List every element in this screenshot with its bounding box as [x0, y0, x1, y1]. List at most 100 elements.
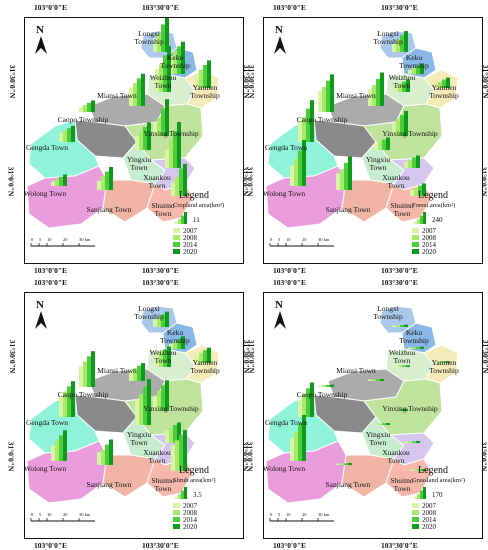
bar-chart-longxi-township — [153, 18, 169, 52]
bar-chart-longxi-township — [392, 324, 408, 327]
legend-swatch-2008 — [173, 510, 180, 515]
town-label-wolong-town: Wolong Town — [25, 189, 66, 198]
bar-xuankou-town-2020 — [177, 122, 181, 168]
bar-keku-township-2007 — [408, 347, 412, 349]
bar-yingxiu-town-2014 — [143, 386, 147, 425]
legend-year-2007: 2007 — [183, 227, 198, 235]
legend-sample-bar — [178, 494, 181, 499]
town-label-weizhou-town: Weizhou Town — [389, 348, 416, 365]
bar-chart-yinxing-township — [153, 380, 169, 411]
legend-swatch-2007 — [412, 228, 419, 233]
legend-sample-bar — [184, 212, 187, 224]
lon-label-bottom-right: 103°30'0"E — [381, 266, 418, 275]
bar-gengda-town-2007 — [298, 399, 302, 417]
legend-year-2007: 2007 — [422, 227, 437, 235]
bar-miansi-town-2014 — [376, 379, 380, 381]
legend-year-2007: 2007 — [422, 502, 437, 510]
bar-yingxiu-town-2008 — [139, 131, 143, 150]
legend-year-2020: 2020 — [183, 523, 198, 531]
bar-gengda-town-2007 — [59, 132, 63, 142]
bar-shuimo-town-2007 — [410, 189, 414, 196]
town-label-longxi-township: Longxi Township — [134, 304, 164, 321]
legend-value: 11 — [193, 216, 200, 224]
legend-title: Legend — [418, 190, 448, 201]
legend-year-2008: 2008 — [422, 234, 437, 242]
bar-xuankou-town-2007 — [404, 161, 408, 168]
bar-chart-miansi-town — [129, 363, 145, 381]
bar-shuimo-town-2007 — [410, 469, 414, 471]
scale-tick-label: 5 — [39, 237, 42, 242]
town-label-yanmen-township: Yanmen Township — [190, 358, 220, 375]
bar-miansi-town-2020 — [380, 378, 384, 381]
map-svg: N Longxi Township Keku Township Weizhou Town Ya… — [264, 299, 465, 531]
scale-tick-label: 5 — [278, 512, 281, 517]
legend-year-2007: 2007 — [183, 502, 198, 510]
bar-keku-township-2020 — [181, 336, 185, 349]
town-label-yingxiu-town: Yingxiu Town — [366, 430, 390, 447]
bar-keku-township-2020 — [420, 346, 424, 349]
lon-label-bottom-left: 103°0'0"E — [34, 266, 67, 275]
bar-chart-yanmen-township — [195, 60, 211, 88]
bar-keku-township-2014 — [177, 338, 181, 349]
town-label-caopo-township: Caopo Township — [58, 115, 109, 124]
bar-miansi-town-2008 — [133, 368, 137, 381]
lat-label-left-top: 31°30'0"N — [8, 64, 18, 99]
bar-gengda-town-2008 — [302, 394, 306, 417]
bar-yingxiu-town-2020 — [147, 379, 151, 425]
bar-keku-township-2014 — [416, 65, 420, 74]
scale-tick-label: 30 km — [318, 512, 330, 517]
north-label: N — [36, 299, 44, 311]
legend-swatch-2014 — [412, 242, 419, 247]
region-gengda-town — [28, 119, 100, 179]
town-label-shuimo-town: Shuimo Town — [151, 476, 175, 493]
bar-sanjiang-town-2008 — [101, 176, 105, 190]
bar-shuimo-town-2014 — [179, 435, 183, 471]
bar-xuankou-town-2008 — [408, 159, 412, 168]
bar-weizhou-town-2014 — [402, 81, 406, 92]
bar-yanmen-township-2008 — [199, 69, 203, 88]
bar-chart-gengda-town — [59, 125, 75, 142]
legend-swatch-2020 — [173, 249, 180, 254]
legend-value: 170 — [432, 491, 443, 499]
bar-miansi-town-2020 — [141, 73, 145, 106]
bar-wolong-town-2008 — [55, 179, 59, 186]
bar-longxi-township-2007 — [392, 325, 396, 327]
bar-gengda-town-2014 — [67, 128, 71, 142]
bar-xuankou-town-2007 — [404, 441, 408, 443]
town-label-gengda-town: Gengda Town — [26, 418, 68, 427]
bar-chart-weizhou-town — [155, 346, 171, 367]
bar-yanmen-township-2020 — [207, 347, 211, 363]
town-label-keku-township: Keku Township — [160, 53, 190, 70]
bar-yingxiu-town-2007 — [135, 136, 139, 150]
lon-label-bottom-left: 103°0'0"E — [34, 541, 67, 550]
bar-longxi-township-2020 — [404, 324, 408, 327]
bar-weizhou-town-2008 — [159, 351, 163, 367]
map-panel-2: N Longxi Township Keku Township Weizhou Town Ya… — [263, 17, 483, 264]
bar-yingxiu-town-2008 — [378, 141, 382, 150]
bar-weizhou-town-2008 — [398, 83, 402, 92]
bar-chart-yingxiu-town — [374, 422, 390, 425]
bar-wolong-town-2020 — [302, 415, 306, 461]
bar-longxi-township-2014 — [400, 324, 404, 327]
bar-chart-yingxiu-town — [374, 137, 390, 150]
legend-swatch-2007 — [173, 228, 180, 233]
bar-chart-caopo-township — [318, 384, 334, 387]
bar-caopo-township-2007 — [318, 91, 322, 112]
legend-sample-bar — [184, 487, 187, 499]
bar-caopo-township-2014 — [326, 80, 330, 112]
bar-shuimo-town-2014 — [418, 469, 422, 471]
bar-sanjiang-town-2014 — [105, 171, 109, 190]
bar-shuimo-town-2014 — [418, 185, 422, 196]
map-panel-3: N Longxi Township Keku Township Weizhou Town Ya… — [24, 292, 244, 539]
town-label-wolong-town: Wolong Town — [264, 189, 305, 198]
bar-weizhou-town-2020 — [167, 46, 171, 92]
bar-yinxing-township-2008 — [157, 117, 161, 136]
map-svg: N Longxi Township Keku Township Weizhou Town Ya… — [25, 299, 220, 531]
scale-bar: 0 5 10 20 30 km — [30, 237, 95, 247]
bar-xuankou-town-2020 — [177, 422, 181, 443]
town-label-longxi-township: Longxi Township — [373, 304, 403, 321]
bar-chart-xuankou-town — [165, 122, 181, 168]
bar-sanjiang-town-2014 — [344, 162, 348, 190]
legend-title: Legend — [179, 465, 209, 476]
north-label: N — [36, 24, 44, 36]
